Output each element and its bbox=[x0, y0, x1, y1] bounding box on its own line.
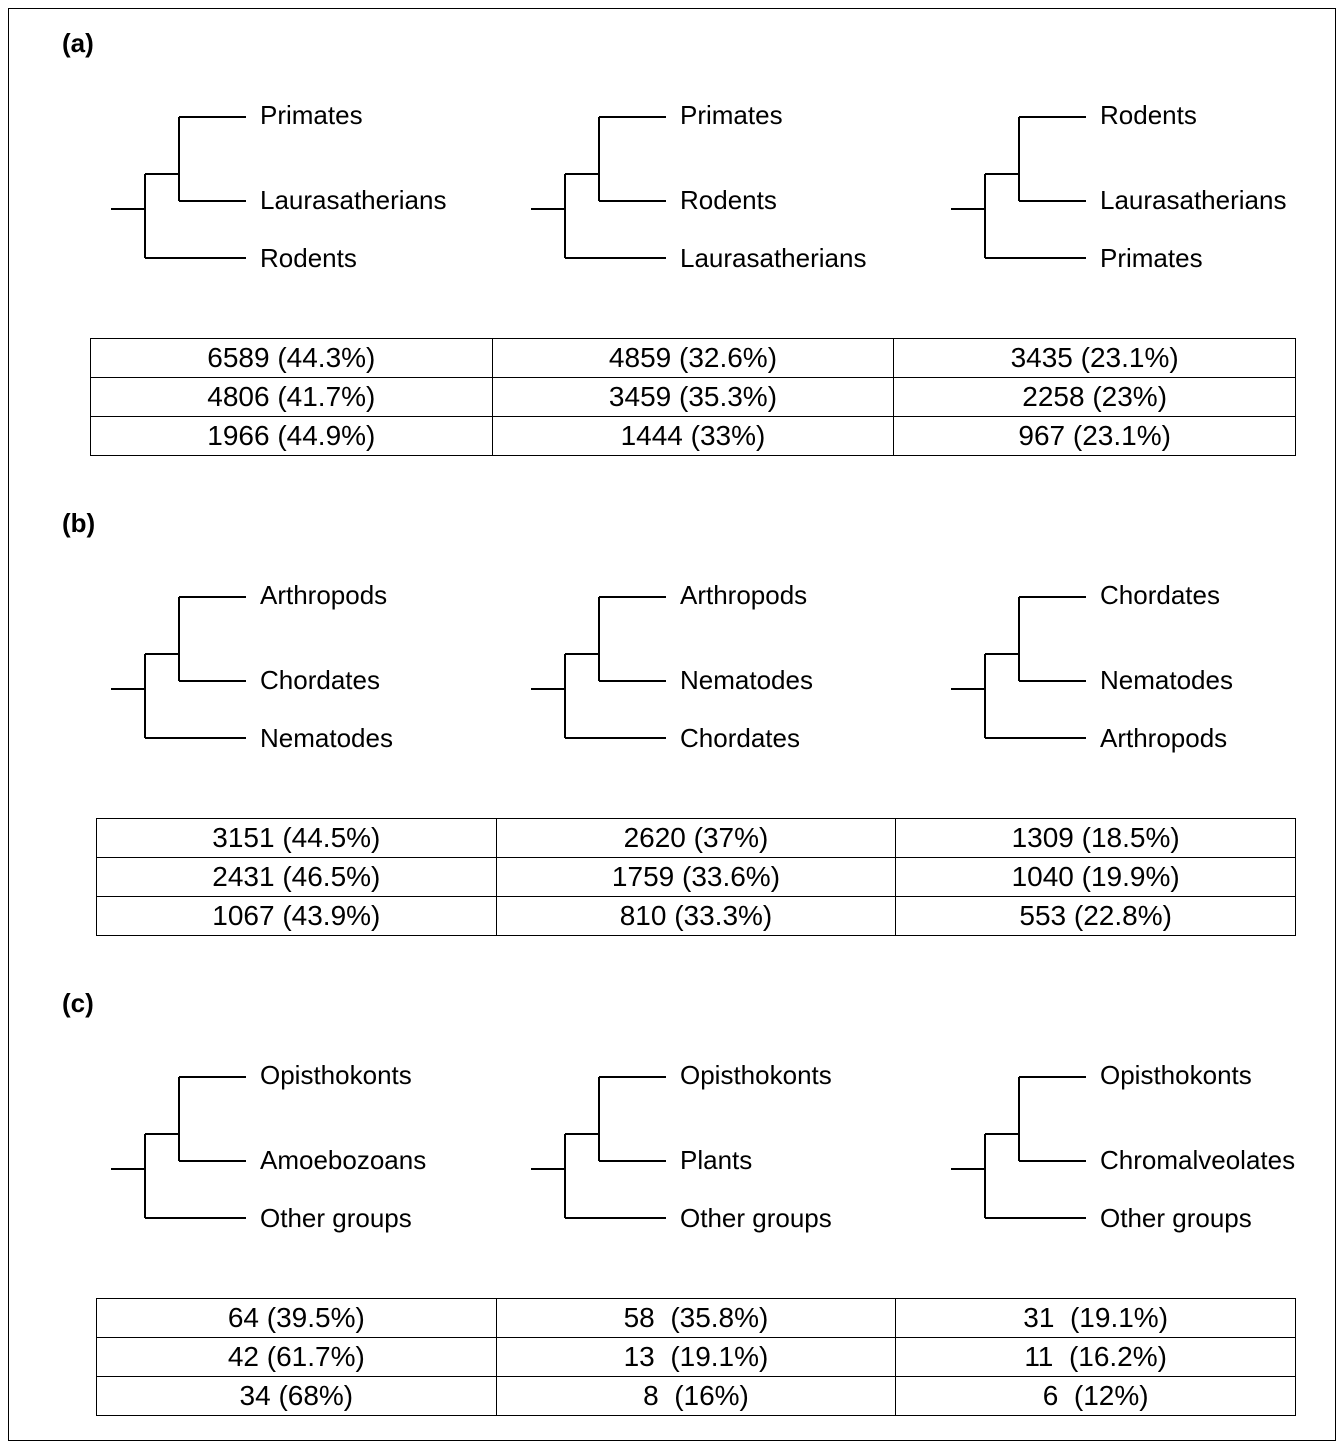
cladogram: Primates Rodents Laurasatherians bbox=[528, 90, 948, 290]
taxon-label-middle: Laurasatherians bbox=[260, 185, 447, 215]
panel-label: (b) bbox=[62, 508, 96, 538]
table-cell: 967 (23.1%) bbox=[893, 416, 1296, 456]
tree-branches bbox=[111, 596, 246, 739]
tree-branches bbox=[951, 1076, 1086, 1219]
table-cell: 3459 (35.3%) bbox=[491, 377, 895, 417]
taxon-label-middle: Rodents bbox=[680, 185, 777, 215]
table-row: 1067 (43.9%) 810 (33.3%) 553 (22.8%) bbox=[96, 896, 1296, 936]
table-row: 3151 (44.5%) 2620 (37%) 1309 (18.5%) bbox=[96, 818, 1296, 858]
tree-branches bbox=[531, 116, 666, 259]
table-cell: 6589 (44.3%) bbox=[90, 338, 493, 378]
table-cell: 34 (68%) bbox=[96, 1376, 497, 1416]
taxon-label-top: Opisthokonts bbox=[1100, 1060, 1252, 1090]
table-cell: 11 (16.2%) bbox=[895, 1337, 1296, 1377]
taxon-label-bottom: Nematodes bbox=[260, 723, 393, 753]
table-cell: 2620 (37%) bbox=[495, 818, 897, 858]
taxon-label-bottom: Other groups bbox=[260, 1203, 412, 1233]
taxon-label-middle: Nematodes bbox=[680, 665, 813, 695]
taxon-label-top: Primates bbox=[680, 100, 783, 130]
table-cell: 4859 (32.6%) bbox=[491, 338, 895, 378]
tree-branches bbox=[531, 1076, 666, 1219]
taxon-label-bottom: Other groups bbox=[1100, 1203, 1252, 1233]
taxon-label-top: Opisthokonts bbox=[680, 1060, 832, 1090]
taxon-label-bottom: Laurasatherians bbox=[680, 243, 867, 273]
table-row: 34 (68%) 8 (16%) 6 (12%) bbox=[96, 1376, 1296, 1416]
panel: (c) Opisthokonts Amoebozoans Other groups Op… bbox=[0, 980, 1338, 1450]
table-row: 2431 (46.5%) 1759 (33.6%) 1040 (19.9%) bbox=[96, 857, 1296, 897]
taxon-label-bottom: Rodents bbox=[260, 243, 357, 273]
taxon-label-bottom: Chordates bbox=[680, 723, 800, 753]
table-cell: 1966 (44.9%) bbox=[90, 416, 493, 456]
table-cell: 64 (39.5%) bbox=[96, 1298, 497, 1338]
counts-table: 3151 (44.5%) 2620 (37%) 1309 (18.5%) 2431 (… bbox=[96, 818, 1296, 936]
taxon-label-top: Arthropods bbox=[260, 580, 388, 610]
cladogram: Primates Laurasatherians Rodents bbox=[108, 90, 528, 290]
table-cell: 3435 (23.1%) bbox=[893, 338, 1296, 378]
panel-label: (c) bbox=[62, 988, 94, 1018]
cladogram: Arthropods Nematodes Chordates bbox=[528, 570, 948, 770]
table-row: 1966 (44.9%) 1444 (33%) 967 (23.1%) bbox=[90, 416, 1296, 456]
table-row: 64 (39.5%) 58 (35.8%) 31 (19.1%) bbox=[96, 1298, 1296, 1338]
table-cell: 2431 (46.5%) bbox=[96, 857, 497, 897]
cladogram: Opisthokonts Plants Other groups bbox=[528, 1050, 948, 1250]
table-cell: 31 (19.1%) bbox=[895, 1298, 1296, 1338]
taxon-label-middle: Chordates bbox=[260, 665, 380, 695]
cladogram: Opisthokonts Chromalveolates Other groups bbox=[948, 1050, 1338, 1250]
table-cell: 1759 (33.6%) bbox=[495, 857, 897, 897]
taxon-label-top: Chordates bbox=[1100, 580, 1220, 610]
table-row: 6589 (44.3%) 4859 (32.6%) 3435 (23.1%) bbox=[90, 338, 1296, 378]
taxon-label-top: Primates bbox=[260, 100, 363, 130]
panel: (b) Arthropods Chordates Nematodes Arthropod… bbox=[0, 500, 1338, 970]
table-cell: 1309 (18.5%) bbox=[895, 818, 1296, 858]
tree-branches bbox=[951, 596, 1086, 739]
table-row: 4806 (41.7%) 3459 (35.3%) 2258 (23%) bbox=[90, 377, 1296, 417]
counts-table: 64 (39.5%) 58 (35.8%) 31 (19.1%) 42 (61.7%)… bbox=[96, 1298, 1296, 1416]
panel: (a) Primates Laurasatherians Rodents Primate… bbox=[0, 20, 1338, 490]
cladogram: Rodents Laurasatherians Primates bbox=[948, 90, 1338, 290]
panel-label: (a) bbox=[62, 28, 94, 58]
taxon-label-bottom: Primates bbox=[1100, 243, 1203, 273]
table-cell: 6 (12%) bbox=[895, 1376, 1296, 1416]
taxon-label-middle: Amoebozoans bbox=[260, 1145, 427, 1175]
table-cell: 1067 (43.9%) bbox=[96, 896, 497, 936]
taxon-label-top: Opisthokonts bbox=[260, 1060, 412, 1090]
table-cell: 2258 (23%) bbox=[893, 377, 1296, 417]
cladogram: Opisthokonts Amoebozoans Other groups bbox=[108, 1050, 528, 1250]
table-cell: 8 (16%) bbox=[495, 1376, 897, 1416]
tree-branches bbox=[111, 1076, 246, 1219]
table-cell: 553 (22.8%) bbox=[895, 896, 1296, 936]
counts-table: 6589 (44.3%) 4859 (32.6%) 3435 (23.1%) 4806… bbox=[90, 338, 1296, 456]
table-cell: 810 (33.3%) bbox=[495, 896, 897, 936]
tree-branches bbox=[531, 596, 666, 739]
taxon-label-top: Rodents bbox=[1100, 100, 1197, 130]
taxon-label-middle: Laurasatherians bbox=[1100, 185, 1287, 215]
table-cell: 42 (61.7%) bbox=[96, 1337, 497, 1377]
tree-branches bbox=[951, 116, 1086, 259]
table-cell: 58 (35.8%) bbox=[495, 1298, 897, 1338]
tree-branches bbox=[111, 116, 246, 259]
taxon-label-middle: Plants bbox=[680, 1145, 753, 1175]
table-cell: 4806 (41.7%) bbox=[90, 377, 493, 417]
table-cell: 3151 (44.5%) bbox=[96, 818, 497, 858]
table-cell: 1444 (33%) bbox=[491, 416, 895, 456]
taxon-label-bottom: Arthropods bbox=[1100, 723, 1228, 753]
taxon-label-middle: Nematodes bbox=[1100, 665, 1233, 695]
cladogram: Chordates Nematodes Arthropods bbox=[948, 570, 1338, 770]
taxon-label-bottom: Other groups bbox=[680, 1203, 832, 1233]
taxon-label-middle: Chromalveolates bbox=[1100, 1145, 1296, 1175]
table-cell: 13 (19.1%) bbox=[495, 1337, 897, 1377]
table-row: 42 (61.7%) 13 (19.1%) 11 (16.2%) bbox=[96, 1337, 1296, 1377]
table-cell: 1040 (19.9%) bbox=[895, 857, 1296, 897]
taxon-label-top: Arthropods bbox=[680, 580, 808, 610]
cladogram: Arthropods Chordates Nematodes bbox=[108, 570, 528, 770]
